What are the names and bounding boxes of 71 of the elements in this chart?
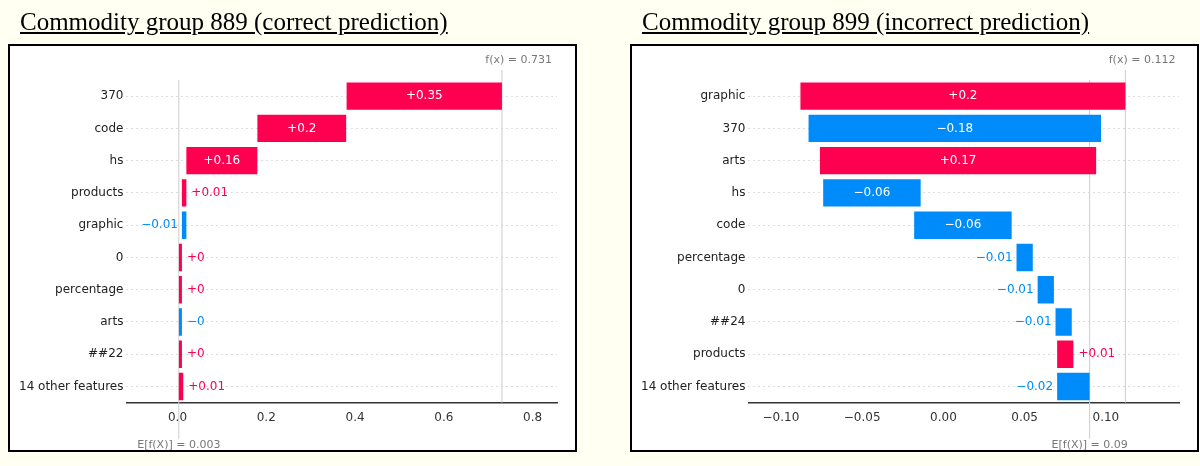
bar: [1016, 243, 1033, 272]
data-label: −0.06: [944, 217, 982, 232]
x-tick-label: 0.0: [167, 409, 188, 424]
x-tick-label: 0.05: [1011, 409, 1039, 424]
bar: [914, 211, 1012, 239]
x-tick-label: 0.4: [345, 409, 365, 424]
bar: [181, 211, 187, 239]
data-label: −0.01: [141, 217, 178, 232]
y-tick-label: 14 other features: [640, 378, 746, 393]
bar: [186, 146, 258, 175]
data-label: +0.2: [287, 120, 317, 135]
bar: [808, 114, 1102, 143]
y-tick-label: hs: [731, 185, 746, 200]
y-tick-label: code: [716, 217, 746, 232]
y-tick-label: arts: [722, 152, 746, 167]
data-label: +0.01: [191, 185, 229, 200]
bar: [1037, 275, 1054, 304]
x-tick-label: 0.00: [930, 409, 957, 424]
x-tick-label: 0.2: [256, 409, 276, 424]
y-tick-label: products: [71, 185, 124, 200]
data-label: +0.01: [188, 378, 226, 393]
y-tick-label: 370: [722, 120, 746, 135]
y-tick-label: 370: [100, 88, 124, 103]
data-label: −0: [186, 314, 205, 329]
x-tick-label: −0.10: [762, 409, 800, 424]
y-tick-label: hs: [109, 152, 124, 167]
y-tick-label: ##24: [710, 314, 746, 329]
x-tick-label: 0.10: [1092, 409, 1120, 424]
data-label: +0.16: [203, 152, 241, 167]
data-label: +0.35: [405, 88, 443, 103]
y-tick-label: 0: [737, 281, 746, 296]
bar: [800, 82, 1126, 110]
x-tick-label: 0.8: [523, 409, 543, 424]
data-label: +0.01: [1078, 346, 1116, 361]
chart-title: Commodity group 899 (incorrect prediction): [641, 7, 1091, 38]
x-tick-label: −0.05: [843, 409, 881, 424]
x-tick-label: 0.6: [434, 409, 454, 424]
y-tick-label: 0: [115, 249, 124, 264]
bar: [1055, 308, 1072, 336]
y-tick-label: code: [94, 120, 124, 135]
data-label: −0.01: [1014, 314, 1052, 329]
y-tick-label: 14 other features: [18, 378, 124, 393]
data-label: +0.17: [939, 152, 977, 167]
data-label: +0: [186, 281, 205, 296]
bar: [257, 114, 347, 143]
chart-title: Commodity group 889 (correct prediction): [19, 7, 449, 38]
data-label: −0.02: [1016, 378, 1054, 393]
ref-line-label: E[f(X)] = 0.003: [137, 438, 221, 452]
data-label: −0.01: [975, 249, 1013, 264]
bar: [823, 179, 921, 207]
data-label: +0: [186, 249, 205, 264]
data-label: +0.2: [948, 88, 978, 103]
data-label: −0.18: [936, 120, 974, 135]
ref-line-label: f(x) = 0.731: [485, 52, 552, 66]
bar: [1057, 340, 1074, 368]
y-tick-label: graphic: [78, 217, 124, 232]
data-label: −0.01: [996, 281, 1034, 296]
y-tick-label: percentage: [677, 249, 746, 264]
ref-line-label: f(x) = 0.112: [1108, 52, 1176, 66]
bar: [346, 82, 502, 110]
ref-line-label: E[f(X)] = 0.09: [1051, 438, 1128, 452]
y-tick-label: arts: [100, 314, 124, 329]
data-label: −0.06: [853, 185, 891, 200]
bar: [181, 179, 187, 207]
y-tick-label: ##22: [88, 346, 124, 361]
y-tick-label: products: [693, 346, 746, 361]
y-tick-label: graphic: [700, 88, 746, 103]
bar: [819, 146, 1097, 175]
data-label: +0: [186, 346, 205, 361]
y-tick-label: percentage: [55, 281, 124, 296]
bar: [1057, 372, 1090, 401]
